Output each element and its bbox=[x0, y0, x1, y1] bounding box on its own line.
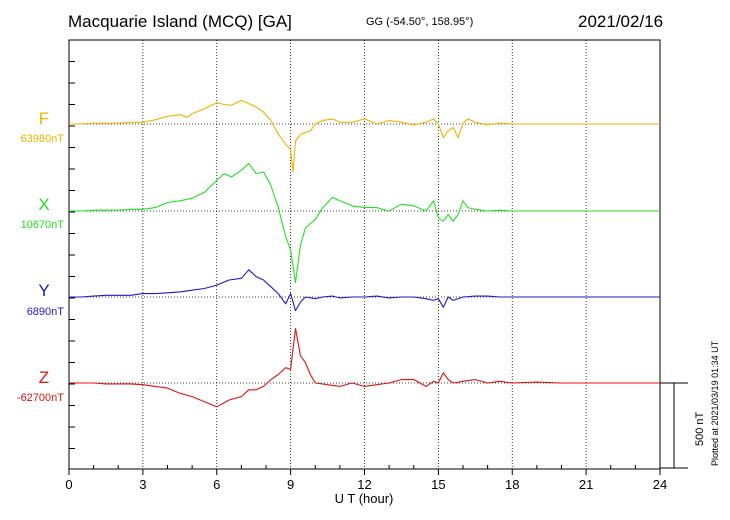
series-baseline-z: -62700nT bbox=[17, 392, 64, 404]
x-tick-label: 3 bbox=[139, 477, 146, 492]
grid-lines bbox=[69, 40, 660, 469]
station-coordinates: GG (-54.50°, 158.95°) bbox=[366, 16, 474, 28]
x-tick-label: 18 bbox=[505, 477, 519, 492]
series-baseline-x: 10670nT bbox=[21, 219, 65, 231]
x-tick-label: 15 bbox=[431, 477, 445, 492]
series-baseline-f: 63980nT bbox=[21, 133, 65, 145]
series-name-f: F bbox=[39, 109, 49, 128]
series-line-z bbox=[69, 328, 660, 408]
series-line-y bbox=[69, 269, 660, 312]
chart-date: 2021/02/16 bbox=[578, 12, 664, 31]
chart-title: Macquarie Island (MCQ) [GA] bbox=[68, 12, 292, 31]
x-tick-label: 0 bbox=[65, 477, 72, 492]
x-tick-label: 21 bbox=[579, 477, 593, 492]
x-tick-label: 9 bbox=[287, 477, 294, 492]
x-tick-label: 12 bbox=[357, 477, 371, 492]
series-name-y: Y bbox=[38, 281, 49, 300]
series-line-x bbox=[69, 162, 660, 283]
series-labels: F 63980nT X 10670nT Y 6890nT Z -62700nT bbox=[17, 109, 64, 404]
series-lines bbox=[69, 99, 660, 408]
x-tick-label: 24 bbox=[653, 477, 667, 492]
series-name-x: X bbox=[38, 195, 49, 214]
series-baseline-y: 6890nT bbox=[27, 306, 65, 318]
x-axis-label: U T (hour) bbox=[335, 491, 394, 506]
series-line-f bbox=[69, 99, 660, 173]
x-axis-ticks: 0 3 6 9 12 15 18 21 24 bbox=[65, 39, 667, 492]
plot-frame bbox=[68, 39, 661, 470]
scale-bar bbox=[660, 382, 688, 469]
x-tick-label: 6 bbox=[213, 477, 220, 492]
series-name-z: Z bbox=[39, 368, 49, 387]
